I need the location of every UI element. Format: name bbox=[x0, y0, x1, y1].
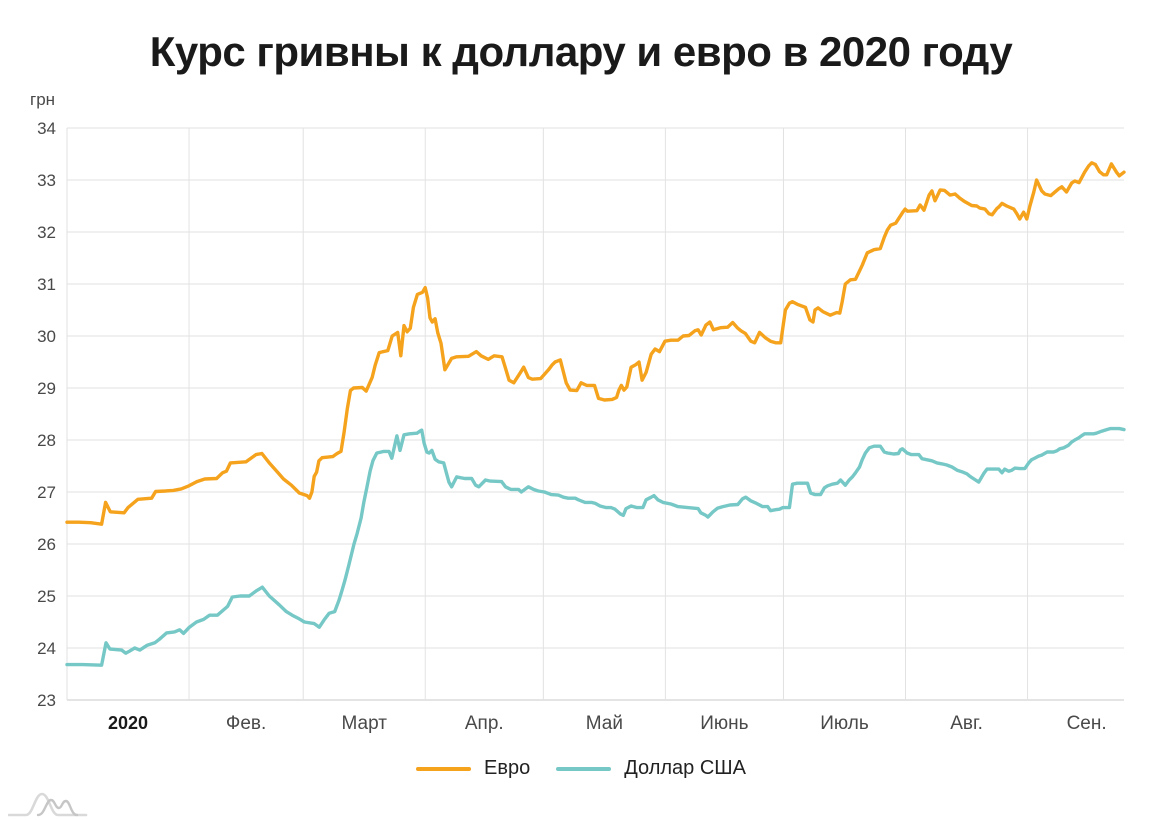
brand-logo-icon bbox=[8, 792, 88, 817]
chart-title: Курс гривны к доллару и евро в 2020 году bbox=[149, 28, 1013, 75]
y-tick-label: 30 bbox=[37, 327, 56, 346]
x-tick-label: 2020 bbox=[108, 713, 148, 733]
chart-legend: Евро Доллар США bbox=[0, 757, 1162, 780]
y-tick-label: 34 bbox=[37, 119, 56, 138]
legend-swatch-icon bbox=[416, 766, 472, 771]
series-line-euro bbox=[65, 161, 1126, 526]
series-line-usd bbox=[65, 426, 1126, 667]
y-tick-label: 23 bbox=[37, 691, 56, 710]
legend-item: Евро bbox=[416, 757, 530, 780]
y-tick-label: 32 bbox=[37, 223, 56, 242]
y-tick-label: 25 bbox=[37, 587, 56, 606]
legend-swatch-icon bbox=[556, 766, 612, 771]
y-tick-label: 31 bbox=[37, 275, 56, 294]
y-tick-label: 26 bbox=[37, 535, 56, 554]
y-tick-label: 33 bbox=[37, 171, 56, 190]
x-tick-label: Авг. bbox=[950, 713, 983, 734]
legend-label: Доллар США bbox=[624, 757, 746, 779]
x-tick-label: Сен. bbox=[1067, 713, 1107, 734]
y-tick-label: 29 bbox=[37, 379, 56, 398]
x-tick-label: Май bbox=[586, 713, 623, 734]
x-tick-label: Фев. bbox=[226, 713, 266, 734]
x-tick-label: Июнь bbox=[700, 713, 748, 734]
legend-item: Доллар США bbox=[556, 757, 746, 780]
y-tick-label: 28 bbox=[37, 431, 56, 450]
x-tick-label: Июль bbox=[820, 713, 869, 734]
y-axis-unit-label: грн bbox=[30, 90, 56, 109]
y-tick-label: 24 bbox=[37, 639, 56, 658]
x-tick-label: Март bbox=[341, 713, 387, 734]
x-tick-label: Апр. bbox=[465, 713, 504, 734]
legend-label: Евро bbox=[484, 757, 531, 779]
y-tick-label: 27 bbox=[37, 483, 56, 502]
